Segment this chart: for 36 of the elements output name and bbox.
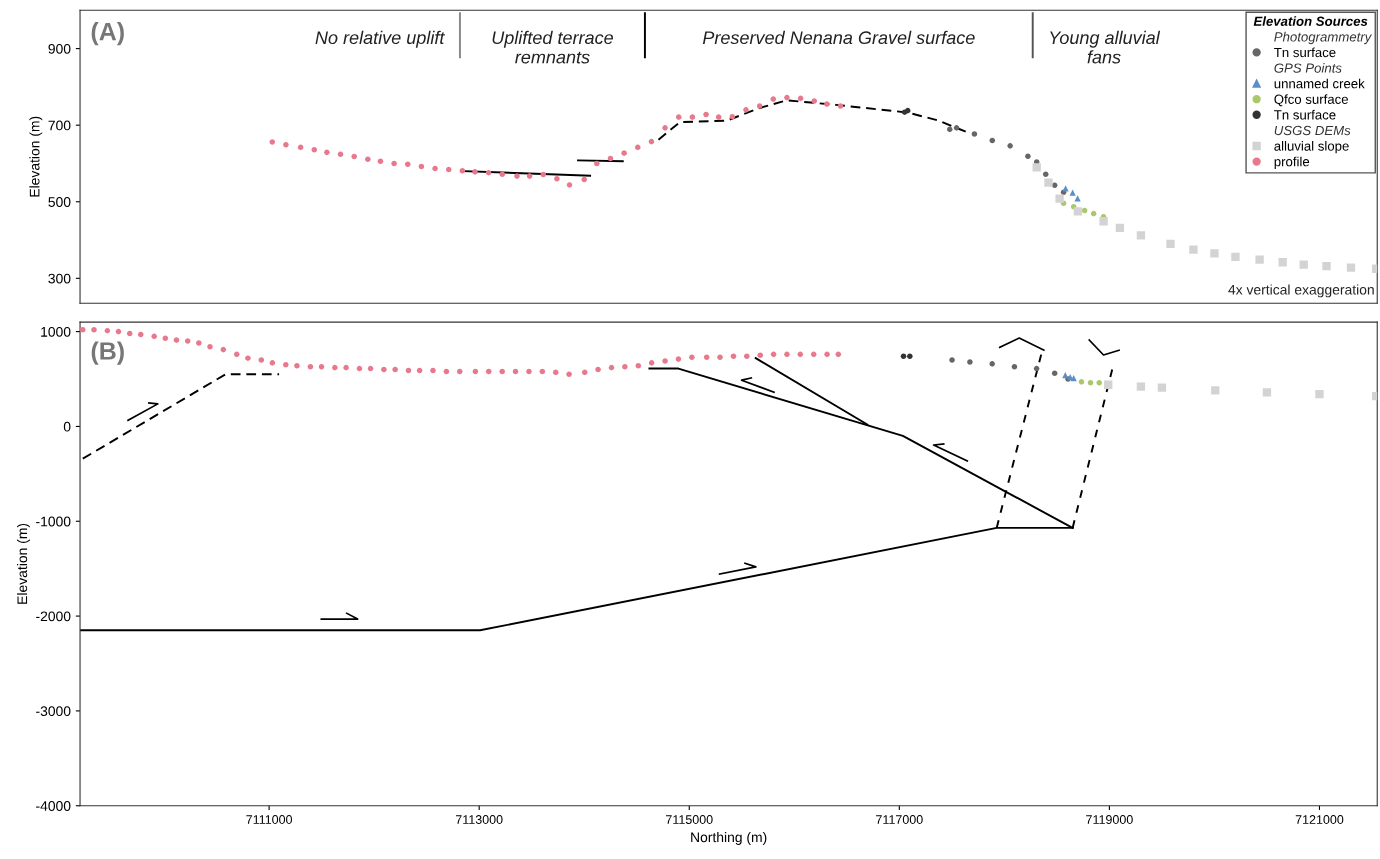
legend-label: Photogrammetry [1274, 31, 1372, 45]
legend-label: USGS DEMs [1274, 125, 1351, 136]
annotation: No relative uplift [315, 30, 446, 48]
legend-title: Elevation Sources [1253, 16, 1368, 26]
y-tick-label: -1000 [36, 516, 71, 527]
annotation: 4x vertical exaggeration [1228, 284, 1374, 298]
legend-label: Tn surface [1274, 47, 1336, 58]
x-tick-label: 7117000 [876, 815, 923, 824]
legend-label: Tn surface [1274, 109, 1336, 120]
y-tick-label: 300 [48, 273, 71, 284]
y-tick-label: 0 [63, 421, 71, 432]
y-axis-title: Elevation (m) [29, 116, 43, 197]
y-tick-label: 1000 [41, 326, 71, 337]
x-tick-label: 7115000 [666, 815, 713, 824]
y-tick-label: 900 [48, 43, 71, 54]
legend-label: GPS Points [1274, 63, 1342, 73]
x-tick-label: 7113000 [455, 815, 503, 824]
x-tick-label: 7119000 [1086, 815, 1133, 824]
annotation: Uplifted terrace remnants [492, 30, 613, 64]
legend-label: unnamed creek [1274, 78, 1365, 89]
y-axis-title: Elevation (m) [16, 523, 30, 604]
y-tick-label: -3000 [36, 706, 71, 717]
x-tick-label: 7111000 [246, 815, 293, 824]
annotation: Preserved Nenana Gravel surface [702, 30, 975, 45]
x-axis-title: Northing (m) [691, 831, 767, 845]
y-tick-label: -2000 [36, 611, 71, 622]
annotation: Young alluvial fans [1050, 30, 1161, 64]
legend-label: profile [1274, 156, 1310, 169]
y-tick-label: 700 [48, 120, 71, 131]
y-tick-label: -4000 [36, 801, 71, 811]
legend-label: Qfco surface [1274, 94, 1348, 107]
x-tick-label: 7121000 [1295, 815, 1344, 824]
annotation: (B) [91, 341, 124, 365]
y-tick-label: 500 [48, 197, 71, 207]
annotation: (A) [91, 22, 124, 46]
legend-label: alluvial slope [1274, 141, 1349, 154]
